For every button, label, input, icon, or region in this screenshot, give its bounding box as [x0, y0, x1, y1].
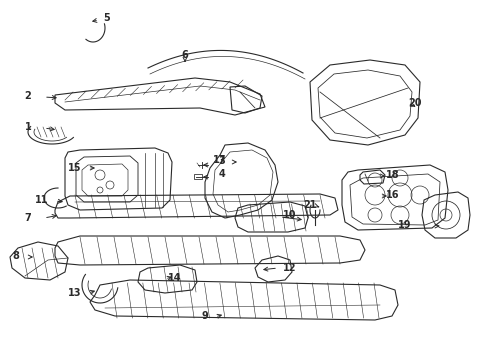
Text: 1: 1 — [24, 122, 31, 132]
Text: 18: 18 — [386, 170, 399, 180]
Text: 14: 14 — [168, 273, 182, 283]
Text: 3: 3 — [218, 156, 225, 166]
Text: 4: 4 — [218, 169, 225, 179]
Text: 8: 8 — [13, 251, 20, 261]
Text: 17: 17 — [213, 155, 226, 165]
Text: 21: 21 — [303, 200, 316, 210]
Text: 13: 13 — [68, 288, 81, 298]
Text: 19: 19 — [397, 220, 411, 230]
Text: 12: 12 — [283, 263, 296, 273]
Text: 5: 5 — [103, 13, 110, 23]
Text: 2: 2 — [24, 91, 31, 101]
Text: 7: 7 — [24, 213, 31, 223]
Text: 11: 11 — [35, 195, 49, 205]
Text: 10: 10 — [283, 210, 296, 220]
Text: 6: 6 — [181, 50, 188, 60]
Text: 9: 9 — [201, 311, 208, 321]
Text: 20: 20 — [407, 98, 421, 108]
Text: 16: 16 — [386, 190, 399, 200]
Text: 15: 15 — [68, 163, 81, 173]
